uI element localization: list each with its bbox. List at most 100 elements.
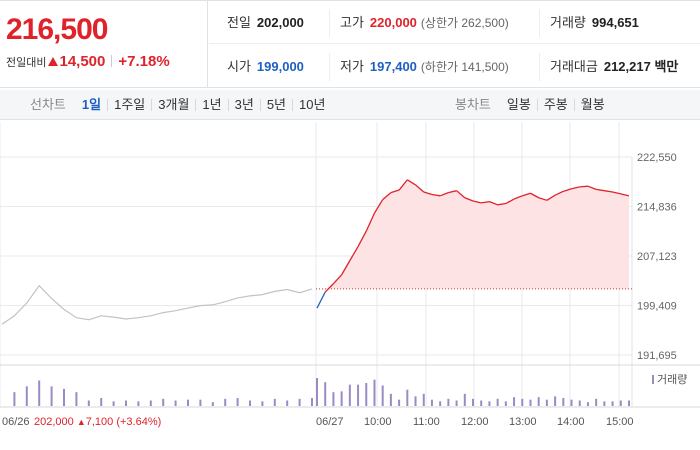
prev-day-info: 202,000 ▲7,100 (+3.64%) [34,416,161,428]
volume-bar [236,398,239,406]
volume-bar [224,398,227,406]
today-series-segment [365,212,376,232]
today-series-segment [415,184,425,193]
line-chart-label: 선차트 [30,97,66,112]
today-series-segment [423,191,433,196]
volume-bar [13,392,16,406]
change-label: 전일대비 [6,57,47,69]
volume-legend-swatch [652,375,654,384]
candle-monthly-tab[interactable]: 월봉 [573,98,611,111]
volume-bar [211,402,214,406]
volume-bar [162,398,165,406]
today-series-segment [349,246,359,261]
candle-weekly-tab[interactable]: 주봉 [536,98,574,111]
gain-area [317,179,629,289]
volume-bar [199,399,202,406]
x-tick-label: 06/26 [2,416,30,428]
today-series-segment [579,185,588,188]
stat-row: 시가 199,000 저가 197,400 (하한가 141,500) 거래대금 212… [209,45,700,88]
today-series-segment [554,190,564,196]
volume-bar [149,400,152,406]
y-axis: 222,550 214,836 207,123 199,409 191,695 [637,152,677,362]
period-3m-tab[interactable]: 3개월 [151,98,195,111]
high-value: 220,000 [369,15,417,30]
volume-bar [365,383,368,406]
period-1w-tab[interactable]: 1주일 [107,98,151,111]
chart-grid [0,122,700,408]
x-tick-label: 15:00 [606,416,634,428]
volume-bar [554,396,557,406]
volume-bar [316,378,318,406]
volume-bar [586,402,589,406]
volume-bar [373,379,376,406]
prev-day-series-line [1,284,313,325]
open-label: 시가 [227,59,251,74]
high-label: 고가 [340,15,364,30]
up-triangle-icon [48,57,59,66]
chart-area [317,179,629,289]
volume-bar [286,400,289,406]
candle-daily-tab[interactable]: 일봉 [506,97,531,112]
x-tick-label: 06/27 [316,416,344,428]
volume-bar [249,400,251,406]
volume-bar [324,382,327,406]
volume-bar [261,401,264,406]
volume-bar [137,401,140,406]
period-10y-tab[interactable]: 10년 [292,98,331,111]
today-series-segment [604,190,613,193]
today-series-segment [546,194,556,201]
x-tick-label: 14:00 [557,416,585,428]
period-1d-tab[interactable]: 1일 [81,97,102,112]
stat-row: 전일 202,000 고가 220,000 (상한가 262,500) 거래량 994,… [209,1,700,44]
volume-bar [187,399,189,406]
today-series-segment [505,198,515,205]
volume-panel: 거래량 [13,373,687,406]
trade-value: 212,217 백만 [603,59,679,74]
volume-bar [455,400,458,406]
volume-bar [398,399,401,406]
y-tick-label: 199,409 [637,300,677,312]
price-chart[interactable]: 222,550 214,836 207,123 199,409 191,695 거래량 … [0,122,700,450]
price-block: 216,500 전일대비 14,500 +7.18% [0,1,208,88]
today-series-segment [357,230,367,247]
change-amount: 14,500 [59,53,106,70]
volume-bar [112,401,115,406]
prev-close-value: 202,000 [256,15,304,30]
today-series-segment [448,190,457,194]
volume-bar [100,398,103,406]
today-series-segment [612,191,621,195]
volume-bar [562,398,565,406]
volume-bar [298,398,301,406]
volume-bar [38,380,41,406]
prev-close-cell: 전일 202,000 [227,1,304,44]
volume-bar [414,396,417,406]
volume-cell: 거래량 994,651 [539,9,639,37]
volume-bar [529,399,532,406]
stat-grid: 전일 202,000 고가 220,000 (상한가 262,500) 거래량 994,… [209,1,700,88]
period-5y-tab[interactable]: 5년 [259,98,292,111]
volume-bar [430,399,433,406]
volume-label: 거래량 [550,15,586,30]
candle-chart-label: 봉차트 [455,97,491,112]
volume-bar [619,400,622,406]
trade-value-label: 거래대금 [550,59,598,74]
today-series-segment [620,193,630,197]
volume-bar [87,400,90,406]
volume-bar [472,398,474,406]
trade-value-cell: 거래대금 212,217 백만 [539,53,678,81]
volume-bar [357,384,360,406]
volume-bar [570,399,573,406]
low-cell: 저가 197,400 (하한가 141,500) [329,53,509,81]
today-series-segment [316,291,326,309]
volume-bar [439,401,442,406]
volume-bar [63,388,65,406]
volume-legend-label: 거래량 [657,373,687,386]
today-series-segment [522,192,531,197]
volume-bar [488,401,491,406]
today-series-segment [571,186,580,190]
today-series-segment [481,200,490,204]
period-3y-tab[interactable]: 3년 [227,98,260,111]
period-1y-tab[interactable]: 1년 [195,98,227,111]
y-tick-label: 191,695 [637,350,677,362]
